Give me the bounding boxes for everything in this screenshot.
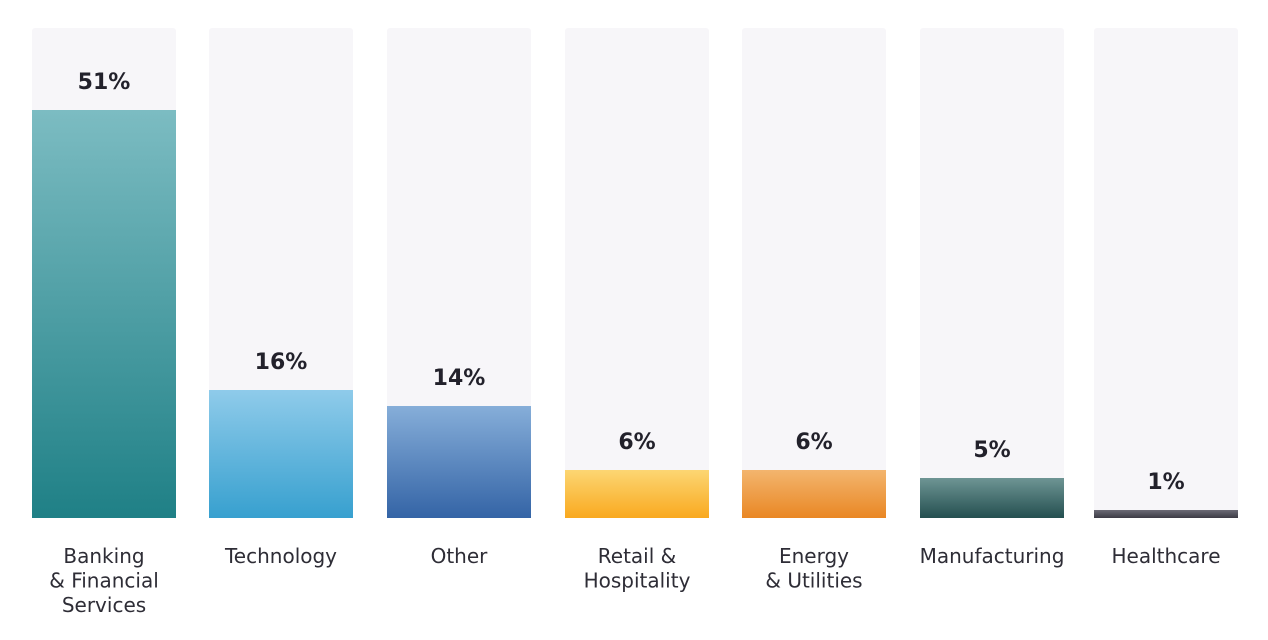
bar-track-manufacturing bbox=[920, 28, 1064, 518]
bar-manufacturing bbox=[920, 478, 1064, 518]
value-label-other: 14% bbox=[433, 366, 486, 391]
category-label-retail-hospitality: Retail & Hospitality bbox=[584, 544, 691, 593]
bar-retail-hospitality bbox=[565, 470, 709, 518]
category-label-banking-financial-services: Banking & Financial Services bbox=[49, 544, 159, 617]
bar-track-energy-utilities bbox=[742, 28, 886, 518]
category-label-other: Other bbox=[431, 544, 489, 568]
bar-other bbox=[387, 406, 531, 518]
bar-track-other bbox=[387, 28, 531, 518]
value-label-healthcare: 1% bbox=[1147, 470, 1184, 495]
category-label-energy-utilities: Energy & Utilities bbox=[765, 544, 862, 593]
bar-technology bbox=[209, 390, 353, 518]
category-label-healthcare: Healthcare bbox=[1111, 544, 1220, 568]
value-label-banking-financial-services: 51% bbox=[78, 70, 131, 95]
value-label-retail-hospitality: 6% bbox=[618, 430, 655, 455]
value-label-energy-utilities: 6% bbox=[795, 430, 832, 455]
bar-track-healthcare bbox=[1094, 28, 1238, 518]
value-label-manufacturing: 5% bbox=[973, 438, 1010, 463]
category-label-technology: Technology bbox=[224, 544, 337, 568]
value-label-technology: 16% bbox=[255, 350, 308, 375]
category-label-manufacturing: Manufacturing bbox=[920, 544, 1065, 568]
bar-healthcare bbox=[1094, 510, 1238, 518]
value-labels: 51% 16% 14% 6% 6% 5% 1% bbox=[78, 70, 1185, 495]
category-labels: Banking & Financial Services Technology Othe… bbox=[49, 544, 1220, 617]
bar-banking-financial-services bbox=[32, 110, 176, 518]
bar-track-retail-hospitality bbox=[565, 28, 709, 518]
bar-energy-utilities bbox=[742, 470, 886, 518]
bars bbox=[32, 110, 1238, 518]
